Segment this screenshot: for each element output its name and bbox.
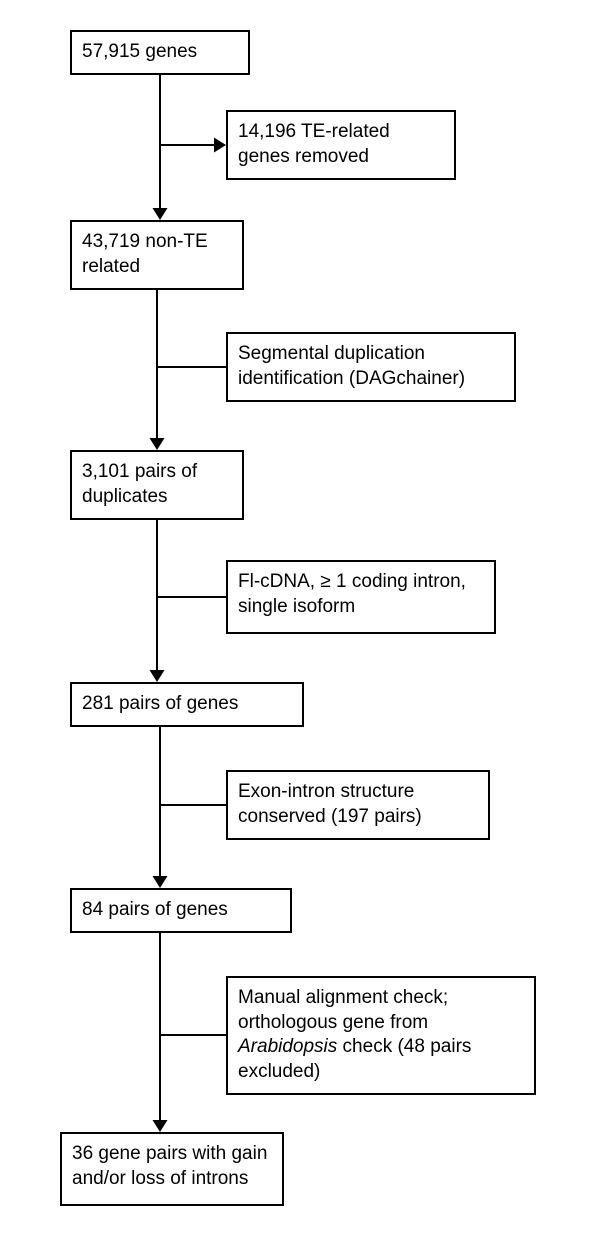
flowchart-node-n5: Fl-cDNA, ≥ 1 coding intron, single isofo… bbox=[226, 560, 496, 634]
flowchart-node-n1: 14,196 TE-related genes removed bbox=[226, 110, 456, 180]
flowchart-node-n9: Manual alignment check; orthologous gene… bbox=[226, 976, 536, 1095]
flowchart-node-n8: 84 pairs of genes bbox=[70, 888, 292, 933]
flowchart-node-n10: 36 gene pairs with gain and/or loss of i… bbox=[60, 1132, 284, 1206]
flowchart-node-n0: 57,915 genes bbox=[70, 30, 250, 75]
flowchart-node-n4: 3,101 pairs of duplicates bbox=[70, 450, 244, 520]
flowchart-canvas: 57,915 genes 14,196 TE-related genes remo… bbox=[0, 0, 600, 1233]
flowchart-node-n3: Segmental duplication identification (DA… bbox=[226, 332, 516, 402]
flowchart-node-n6: 281 pairs of genes bbox=[70, 682, 304, 727]
flowchart-node-n7: Exon-intron structure conserved (197 pai… bbox=[226, 770, 490, 840]
flowchart-node-n2: 43,719 non-TE related bbox=[70, 220, 244, 290]
